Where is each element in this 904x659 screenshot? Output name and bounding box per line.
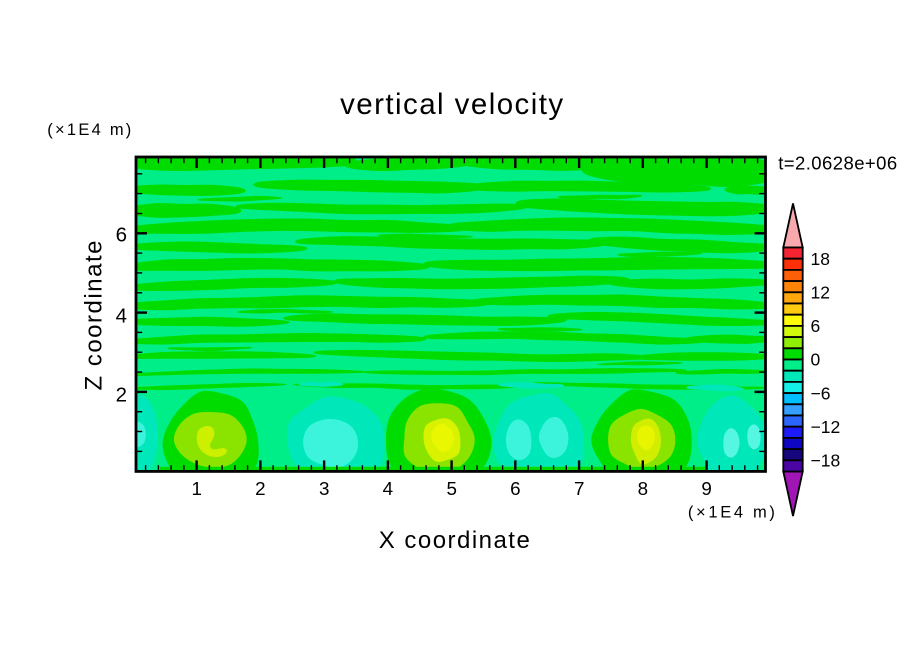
svg-text:Z coordinate: Z coordinate <box>81 241 108 391</box>
svg-text:−6: −6 <box>811 383 831 403</box>
svg-text:5: 5 <box>446 478 456 499</box>
svg-text:7: 7 <box>574 478 584 499</box>
svg-text:6: 6 <box>116 224 127 247</box>
svg-text:t=2.0628e+06: t=2.0628e+06 <box>778 153 897 174</box>
svg-text:2: 2 <box>116 384 127 407</box>
svg-text:9: 9 <box>701 478 711 499</box>
svg-text:−12: −12 <box>811 417 841 437</box>
svg-text:1: 1 <box>191 478 201 499</box>
svg-text:3: 3 <box>319 478 329 499</box>
svg-text:(×1E4 m): (×1E4 m) <box>47 121 131 139</box>
svg-text:2: 2 <box>255 478 265 499</box>
svg-text:18: 18 <box>811 249 830 269</box>
svg-text:4: 4 <box>116 305 127 328</box>
svg-text:6: 6 <box>510 478 520 499</box>
svg-text:0: 0 <box>811 350 821 370</box>
svg-text:12: 12 <box>811 283 830 303</box>
svg-text:−18: −18 <box>811 451 841 471</box>
svg-text:8: 8 <box>638 478 648 499</box>
svg-text:6: 6 <box>811 316 821 336</box>
svg-text:4: 4 <box>383 478 393 499</box>
svg-text:X coordinate: X coordinate <box>379 527 530 554</box>
svg-text:vertical velocity: vertical velocity <box>340 88 563 121</box>
